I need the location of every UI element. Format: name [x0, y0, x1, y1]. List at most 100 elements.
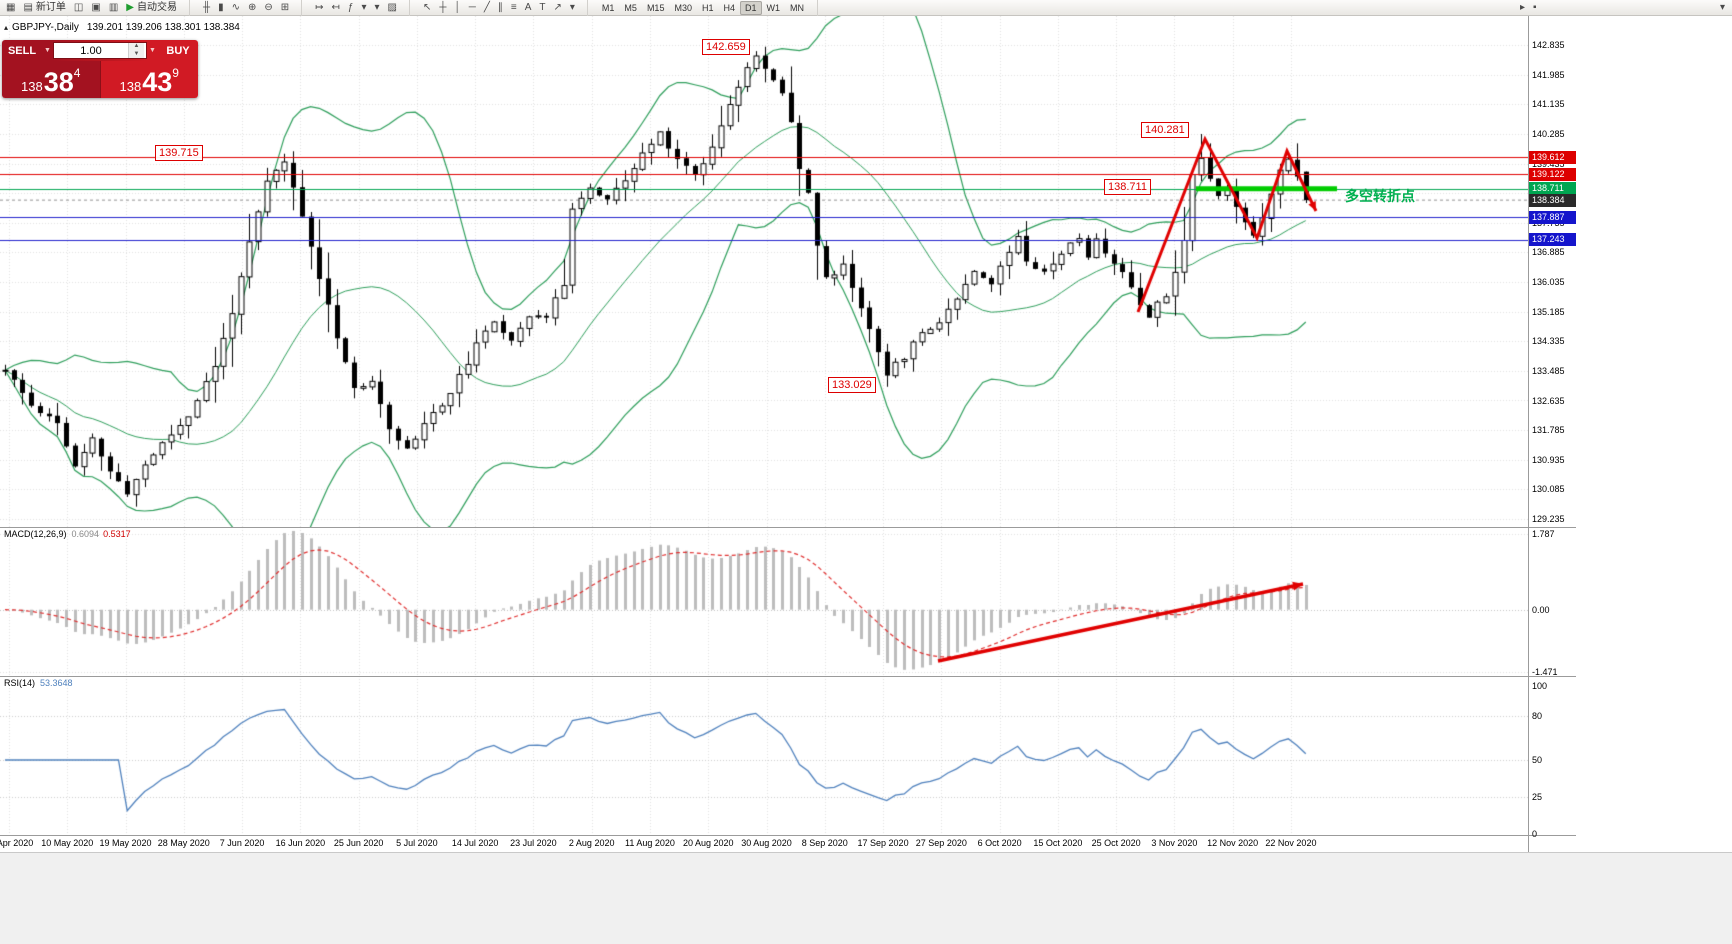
line-chart-icon[interactable]: ∿ — [228, 1, 244, 15]
date-axis-label: 23 Jul 2020 — [510, 838, 557, 848]
new-order-button[interactable]: ▤ 新订单 — [19, 1, 69, 15]
buy-options-button[interactable]: ▼ — [147, 40, 158, 61]
date-axis-label: 3 Nov 2020 — [1151, 838, 1198, 848]
trade-top-row: SELL ▼ ▲ ▼ ▼ BUY — [2, 40, 198, 61]
horizontal-line-icon[interactable]: ─ — [465, 1, 480, 15]
rsi-scale-label: 25 — [1532, 792, 1543, 802]
volume-increase-button[interactable]: ▲ — [129, 43, 144, 51]
timeframe-w1[interactable]: W1 — [762, 1, 786, 15]
profiles-icon-glyph: ▣ — [91, 1, 101, 13]
price-tag-137887: 137.887 — [1529, 210, 1576, 224]
vertical-line-icon[interactable]: │ — [450, 1, 464, 15]
price-scale-label: 134.335 — [1532, 336, 1565, 347]
timeframe-h4[interactable]: H4 — [718, 1, 740, 15]
date-axis-label: 5 Jul 2020 — [396, 838, 438, 848]
price-scale-label: 133.485 — [1532, 365, 1565, 376]
price-scale-label: 141.985 — [1532, 69, 1565, 80]
chart-windows-icon[interactable]: ◫ — [70, 1, 87, 15]
zoom-in-icon[interactable]: ⊕ — [244, 1, 260, 15]
sell-price-sup: 4 — [73, 66, 81, 80]
tile-windows-icon[interactable]: ⊞ — [277, 1, 293, 15]
timeframe-h1-label: H1 — [701, 2, 714, 13]
crosshair-icon[interactable]: ┼ — [435, 1, 450, 15]
shapes-dropdown-icon[interactable]: ▾ — [566, 1, 579, 15]
price-scale-label: 136.035 — [1532, 277, 1565, 287]
candlestick-chart-icon-glyph: ▮ — [218, 1, 224, 13]
trendline-icon[interactable]: ╱ — [480, 1, 494, 15]
timeframe-m1[interactable]: M1 — [597, 1, 620, 15]
profiles-icon[interactable]: ▣ — [87, 1, 104, 15]
text-icon-glyph: A — [524, 1, 532, 13]
templates-icon[interactable]: ▨ — [384, 1, 401, 15]
timeframe-m30[interactable]: M30 — [669, 1, 697, 15]
new-order-button-glyph: ▤ — [23, 1, 33, 13]
tile-windows-icon-glyph: ⊞ — [280, 1, 290, 13]
fibonacci-icon[interactable]: ≡ — [507, 1, 521, 15]
volume-wrap: ▲ ▼ — [53, 40, 147, 61]
channel-icon[interactable]: ∥ — [494, 1, 507, 15]
price-chart-canvas[interactable] — [0, 16, 1528, 527]
chart-window-icon[interactable]: ▦ — [2, 1, 19, 15]
price-label-138711[interactable]: 138.711 — [1104, 179, 1151, 195]
sell-price[interactable]: 138 38 4 — [2, 61, 101, 98]
rsi-panel-separator[interactable] — [0, 676, 1576, 677]
symbol-ohlc-values: 139.201 139.206 138.301 138.384 — [86, 22, 240, 33]
chart-shift-icon[interactable]: ↤ — [328, 1, 344, 15]
terminal-icon[interactable]: ▥ — [105, 1, 122, 15]
indicators-icon-glyph: ƒ — [347, 1, 354, 13]
timeframe-w1-label: W1 — [766, 2, 781, 13]
auto-scroll-icon[interactable]: ↦ — [311, 1, 327, 15]
chart-scale-icon[interactable]: ▸ — [1520, 2, 1526, 13]
buy-button[interactable]: BUY — [158, 40, 198, 61]
fibonacci-icon-glyph: ≡ — [510, 1, 517, 13]
bar-chart-icon[interactable]: ╫ — [199, 1, 214, 15]
auto-trading-button-glyph: ▶ — [126, 1, 134, 13]
periods-dropdown-icon[interactable]: ▾ — [371, 1, 384, 15]
macd-panel-separator[interactable] — [0, 527, 1576, 528]
timeframe-h1[interactable]: H1 — [697, 1, 719, 15]
turning-point-label[interactable]: 多空转折点 — [1345, 188, 1415, 204]
timeframe-m15[interactable]: M15 — [642, 1, 670, 15]
timeframe-mn[interactable]: MN — [785, 1, 809, 15]
timeframe-m5[interactable]: M5 — [619, 1, 642, 15]
date-axis-label: 8 Sep 2020 — [801, 838, 848, 848]
date-axis-label: 7 Jun 2020 — [219, 838, 265, 848]
zoom-out-icon[interactable]: ⊖ — [260, 1, 276, 15]
auto-trading-button[interactable]: ▶ 自动交易 — [122, 1, 181, 15]
toolbar-overflow-icon[interactable]: ▾ — [1719, 2, 1725, 13]
price-tag-139122: 139.122 — [1529, 167, 1576, 181]
price-scale-label: 130.935 — [1532, 454, 1565, 465]
date-axis-label: 2 Aug 2020 — [568, 838, 615, 848]
sell-options-button[interactable]: ▼ — [42, 40, 53, 61]
trendline-icon-glyph: ╱ — [483, 1, 490, 13]
one-click-collapse-icon[interactable]: ▴ — [4, 23, 9, 32]
price-label-139715[interactable]: 139.715 — [155, 145, 203, 161]
bar-chart-icon-glyph: ╫ — [202, 1, 211, 13]
sell-button[interactable]: SELL — [2, 40, 42, 61]
macd-canvas[interactable] — [0, 527, 1528, 676]
price-label-140281[interactable]: 140.281 — [1141, 122, 1189, 138]
candlestick-chart-icon[interactable]: ▮ — [214, 1, 228, 15]
buy-price[interactable]: 138 43 9 — [100, 61, 198, 98]
cursor-icon[interactable]: ↖ — [419, 1, 435, 15]
toolbar-group-drawing-tools: ↖ ┼ │ ─ ╱ ∥ ≡ A T ↗ ▾ — [419, 0, 588, 16]
arrows-icon[interactable]: ↗ — [549, 1, 565, 15]
date-axis-label: 25 Jun 2020 — [333, 838, 384, 848]
timeframe-m1-label: M1 — [601, 2, 615, 13]
symbol-title: GBPJPY-,Daily — [12, 22, 79, 33]
timeframe-d1[interactable]: D1 — [740, 0, 762, 15]
volume-decrease-button[interactable]: ▼ — [129, 50, 144, 58]
rsi-canvas[interactable] — [0, 676, 1528, 835]
crosshair-icon-glyph: ┼ — [439, 1, 447, 13]
price-label-133029[interactable]: 133.029 — [828, 377, 876, 393]
vertical-line-icon-glyph: │ — [454, 1, 461, 13]
price-scale-label: 141.135 — [1532, 99, 1565, 110]
volume-input[interactable] — [54, 43, 128, 58]
text-icon[interactable]: A — [521, 1, 536, 15]
indicators-icon[interactable]: ƒ — [344, 1, 358, 15]
chart-expand-icon[interactable]: ▪ — [1533, 2, 1537, 13]
price-label-142659[interactable]: 142.659 — [702, 39, 750, 55]
indicators-dropdown-icon[interactable]: ▾ — [357, 1, 370, 15]
label-icon[interactable]: T — [535, 1, 549, 15]
date-axis-separator — [0, 835, 1576, 836]
